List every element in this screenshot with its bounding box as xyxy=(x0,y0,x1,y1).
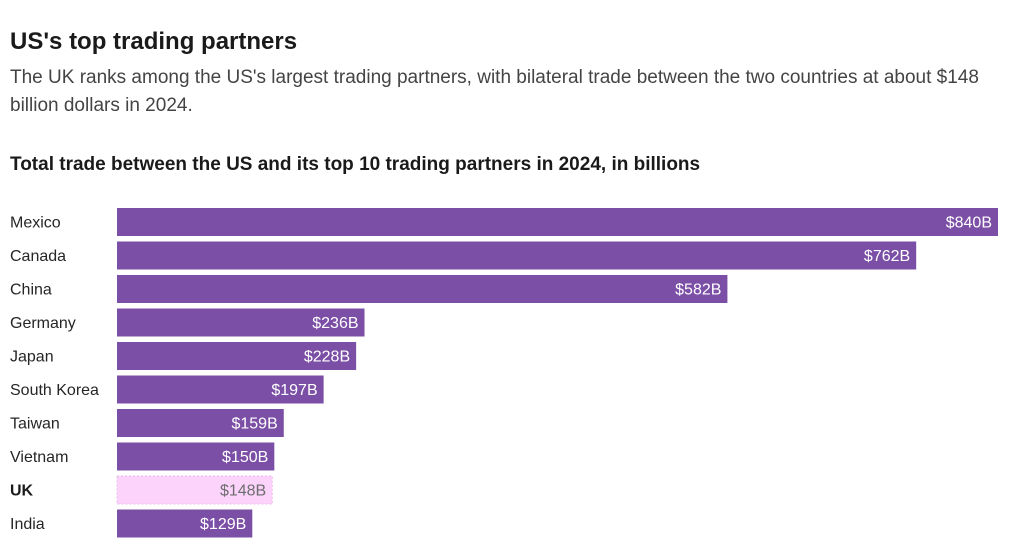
bar-uk xyxy=(116,475,273,505)
category-label-india: India xyxy=(10,516,45,533)
bar-mexico xyxy=(117,208,998,236)
bar-india xyxy=(117,509,253,538)
value-label-vietnam: $150B xyxy=(222,449,268,466)
value-label-germany: $236B xyxy=(312,315,358,332)
bar-vietnam xyxy=(117,442,275,471)
value-label-uk: $148B xyxy=(220,483,266,500)
bar-germany xyxy=(117,308,365,337)
bar-taiwan xyxy=(117,409,284,437)
value-label-mexico: $840B xyxy=(946,215,992,232)
category-label-canada: Canada xyxy=(10,248,66,265)
value-label-japan: $228B xyxy=(304,349,350,366)
bar-canada xyxy=(117,241,917,270)
category-label-germany: Germany xyxy=(10,315,76,332)
category-label-vietnam: Vietnam xyxy=(10,449,68,466)
category-label-mexico: Mexico xyxy=(10,215,61,232)
bar-china xyxy=(117,275,728,303)
bar-south-korea xyxy=(117,375,324,404)
category-label-taiwan: Taiwan xyxy=(10,416,60,433)
value-label-canada: $762B xyxy=(864,248,910,265)
page-subtitle: The UK ranks among the US's largest trad… xyxy=(10,67,979,116)
category-label-japan: Japan xyxy=(10,349,54,366)
bar-japan xyxy=(117,342,357,370)
value-label-taiwan: $159B xyxy=(231,416,277,433)
value-label-india: $129B xyxy=(200,516,246,533)
chart-title: Total trade between the US and its top 1… xyxy=(10,154,701,175)
value-label-china: $582B xyxy=(675,282,721,299)
value-label-south-korea: $197B xyxy=(271,382,317,399)
category-label-south-korea: South Korea xyxy=(10,382,99,399)
category-label-china: China xyxy=(10,282,52,299)
page-title: US's top trading partners xyxy=(10,28,298,55)
category-label-uk: UK xyxy=(10,483,34,500)
